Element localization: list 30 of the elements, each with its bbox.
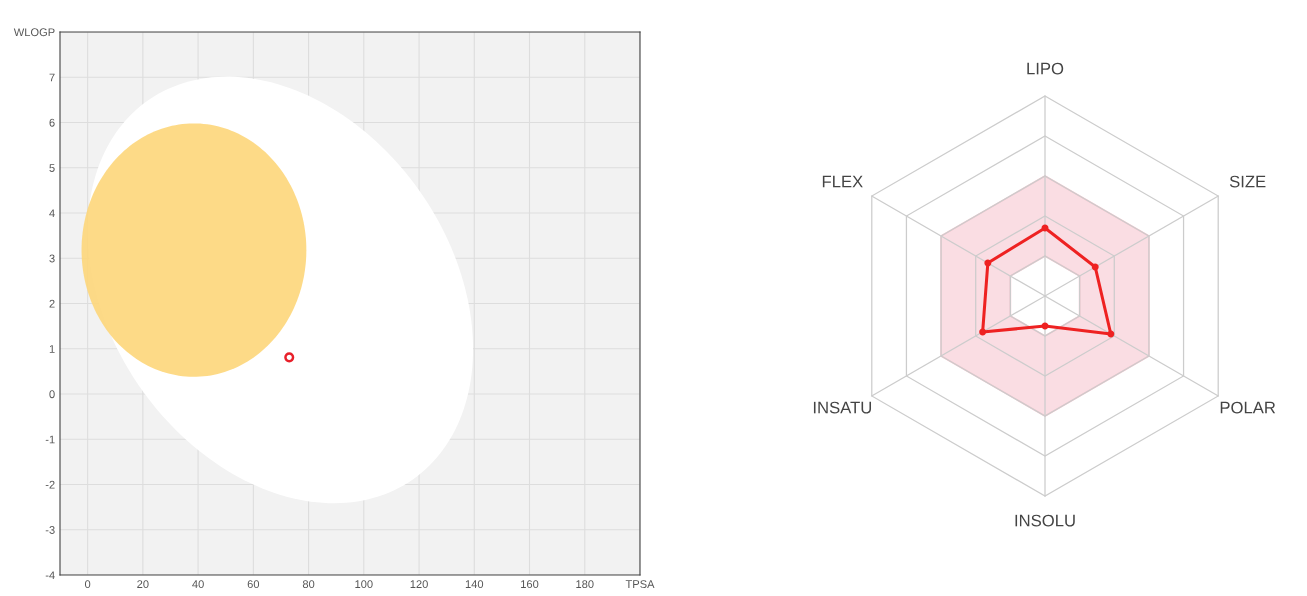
x-tick-label: 20 (137, 580, 149, 589)
x-tick-label: 40 (192, 580, 204, 589)
spoke-label: LIPO (1027, 62, 1064, 75)
spoke-label: SIZE (1229, 175, 1266, 188)
y-tick-label: 5 (49, 164, 55, 172)
y-tick-label: WLOGP (13, 28, 55, 37)
x-tick-label: 160 (521, 580, 539, 589)
y-tick-label: -4 (45, 571, 55, 580)
x-tick-label: 80 (302, 580, 315, 589)
y-tick-label: 1 (49, 345, 55, 353)
x-tick-label: 140 (465, 580, 484, 589)
y-tick-label: 2 (49, 299, 55, 308)
y-tick-label: 0 (49, 390, 55, 399)
x-tick-label: 0 (84, 580, 91, 589)
y-tick-label: -3 (45, 526, 55, 534)
x-tick-label: 60 (247, 580, 260, 589)
y-tick-label: 6 (49, 118, 55, 127)
y-tick-label: 7 (49, 73, 55, 82)
x-tick-label: 120 (410, 580, 428, 589)
y-tick-label: -2 (45, 480, 55, 489)
spoke-label: INSATU (813, 401, 872, 414)
x-tick-label: 180 (576, 580, 594, 589)
y-tick-label: 4 (49, 209, 55, 218)
x-tick-label: 100 (355, 580, 373, 589)
spoke-label: POLAR (1220, 401, 1276, 414)
spoke-label: FLEX (822, 175, 863, 188)
spoke-label: INSOLU (1015, 514, 1075, 527)
y-tick-label: 3 (49, 254, 55, 263)
x-tick-label: TPSA (625, 580, 655, 589)
y-tick-label: -1 (45, 435, 55, 444)
